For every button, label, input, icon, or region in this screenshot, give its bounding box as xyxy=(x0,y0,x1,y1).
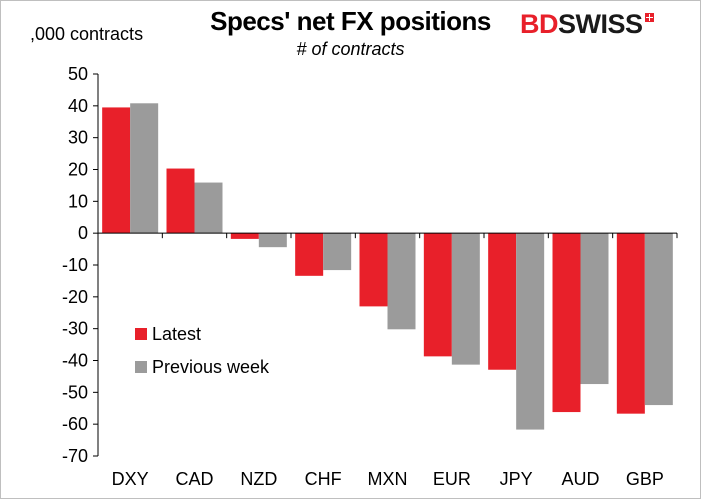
bar-previous-week-gbp xyxy=(644,233,673,406)
swiss-cross-icon xyxy=(644,13,654,22)
y-tick-label: -20 xyxy=(62,287,88,307)
x-tick-label-dxy: DXY xyxy=(112,469,149,489)
y-tick-label: -50 xyxy=(62,382,88,402)
logo-text-swiss: SWISS xyxy=(558,8,643,39)
y-tick-label: 50 xyxy=(68,64,88,84)
bar-latest-eur xyxy=(423,233,452,357)
bar-previous-week-aud xyxy=(580,233,609,385)
y-tick-label: 40 xyxy=(68,96,88,116)
legend-label-latest: Latest xyxy=(152,324,201,344)
bar-previous-week-jpy xyxy=(516,233,545,430)
y-tick-label: 10 xyxy=(68,191,88,211)
x-tick-label-nzd: NZD xyxy=(240,469,277,489)
bar-previous-week-eur xyxy=(451,233,480,365)
bar-previous-week-cad xyxy=(194,182,223,234)
x-tick-label-aud: AUD xyxy=(561,469,599,489)
bdswiss-logo: BD SWISS xyxy=(520,8,654,39)
bar-latest-nzd xyxy=(230,233,259,239)
y-tick-label: 20 xyxy=(68,160,88,180)
bar-latest-cad xyxy=(166,168,195,234)
x-tick-label-gbp: GBP xyxy=(626,469,664,489)
bar-latest-chf xyxy=(295,233,324,276)
bar-previous-week-chf xyxy=(323,233,352,271)
bar-latest-dxy xyxy=(102,107,131,234)
y-axis-unit-label: ,000 contracts xyxy=(30,24,144,44)
y-tick-label: 0 xyxy=(78,223,88,243)
y-tick-label: -30 xyxy=(62,319,88,339)
bar-latest-aud xyxy=(552,233,581,413)
x-tick-label-eur: EUR xyxy=(433,469,471,489)
y-tick-label: -40 xyxy=(62,351,88,371)
x-tick-label-jpy: JPY xyxy=(500,469,533,489)
y-tick-label: -60 xyxy=(62,414,88,434)
logo-text-bd: BD xyxy=(520,8,559,39)
x-tick-label-chf: CHF xyxy=(305,469,342,489)
y-tick-label: 30 xyxy=(68,128,88,148)
y-tick-label: -10 xyxy=(62,255,88,275)
bar-latest-jpy xyxy=(488,233,517,370)
bar-latest-gbp xyxy=(616,233,645,414)
x-tick-label-cad: CAD xyxy=(175,469,213,489)
legend-swatch-previous-week xyxy=(135,361,147,373)
legend-swatch-latest xyxy=(135,328,147,340)
chart-title: Specs' net FX positions xyxy=(210,6,491,36)
bar-previous-week-dxy xyxy=(130,103,159,234)
y-tick-label: -70 xyxy=(62,446,88,466)
bar-previous-week-mxn xyxy=(387,233,416,330)
x-tick-label-mxn: MXN xyxy=(368,469,408,489)
legend-label-previous-week: Previous week xyxy=(152,357,270,377)
chart-subtitle: # of contracts xyxy=(296,39,405,59)
bar-latest-mxn xyxy=(359,233,388,307)
bar-previous-week-nzd xyxy=(258,233,287,248)
